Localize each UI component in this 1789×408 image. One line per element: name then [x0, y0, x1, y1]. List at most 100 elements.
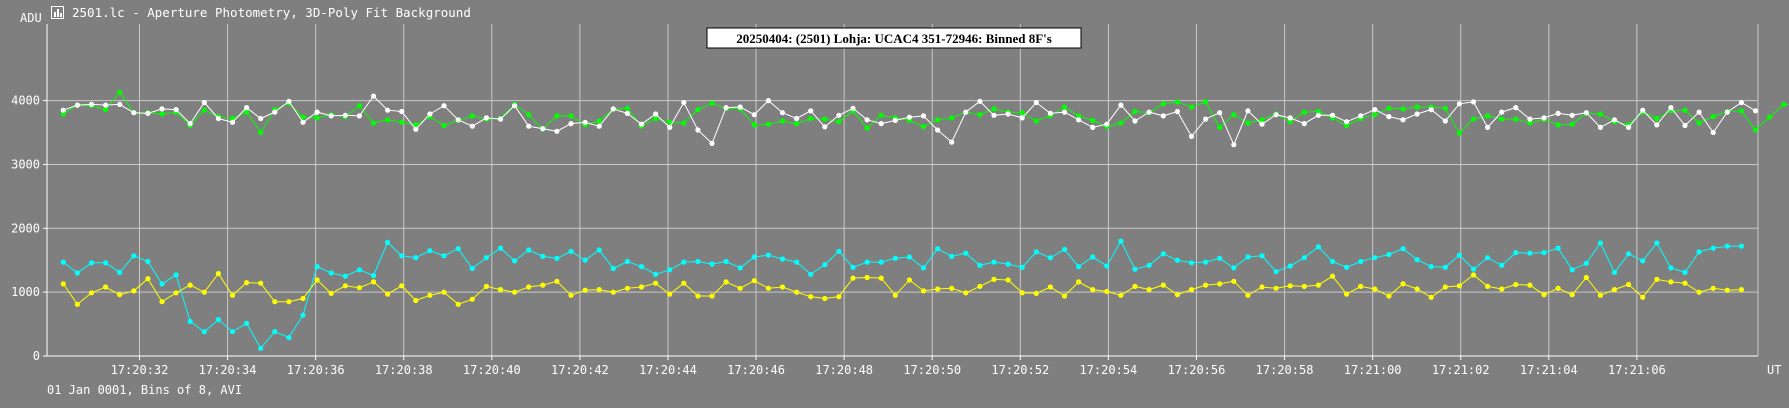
data-point — [74, 102, 80, 108]
data-point — [370, 120, 377, 126]
data-point — [1132, 108, 1138, 115]
data-point — [1061, 104, 1068, 110]
data-point — [794, 121, 800, 127]
data-point — [808, 271, 814, 277]
data-point — [1597, 292, 1603, 298]
data-point — [497, 245, 504, 251]
data-point — [624, 258, 631, 265]
data-point — [554, 255, 560, 261]
data-point — [836, 112, 842, 118]
data-point — [1668, 105, 1674, 111]
data-point — [751, 278, 757, 284]
data-point — [286, 299, 292, 305]
data-point — [272, 329, 278, 335]
data-point — [272, 109, 278, 115]
data-point — [1358, 258, 1364, 265]
data-point — [1231, 265, 1237, 271]
data-point — [935, 246, 941, 252]
x-tick-label: 17:20:46 — [727, 363, 785, 377]
data-point — [1344, 122, 1350, 129]
data-point — [878, 121, 884, 127]
data-point — [822, 295, 828, 302]
data-point — [1583, 274, 1589, 281]
data-point — [554, 278, 560, 284]
data-point — [1146, 109, 1152, 115]
window-title: 2501.lc - Aperture Photometry, 3D-Poly F… — [72, 4, 471, 20]
data-point — [653, 115, 659, 122]
data-point — [1019, 290, 1025, 296]
data-point — [1738, 287, 1744, 293]
data-point — [1090, 254, 1096, 260]
data-point — [1597, 240, 1603, 246]
data-point — [1428, 107, 1434, 113]
data-point — [117, 89, 123, 95]
data-point — [1132, 283, 1138, 289]
data-point — [667, 124, 673, 130]
data-point — [1527, 116, 1533, 122]
data-point — [145, 110, 151, 116]
data-point — [1724, 287, 1730, 293]
data-point — [949, 285, 955, 291]
data-point — [1188, 133, 1195, 139]
data-point — [991, 106, 997, 112]
data-point — [511, 289, 518, 295]
data-point — [1499, 262, 1505, 268]
data-point — [1245, 108, 1251, 114]
data-point — [1287, 119, 1293, 125]
series-4 — [60, 271, 1744, 307]
y-tick-label: 0 — [33, 349, 40, 363]
data-point — [596, 287, 602, 293]
data-point — [709, 140, 715, 146]
data-point — [568, 292, 574, 298]
data-point — [1231, 112, 1237, 118]
data-point — [1386, 105, 1392, 111]
data-point — [596, 118, 602, 124]
data-point — [1541, 250, 1547, 256]
data-point — [1527, 282, 1533, 288]
data-point — [145, 258, 151, 265]
data-point — [244, 320, 250, 326]
data-point — [695, 258, 701, 265]
data-point — [201, 329, 207, 335]
data-point — [1597, 124, 1603, 130]
data-point — [1682, 280, 1688, 286]
data-point — [906, 114, 913, 120]
data-point — [906, 254, 913, 260]
data-point — [1738, 108, 1744, 114]
data-point — [1301, 255, 1307, 261]
data-point — [1231, 278, 1237, 284]
data-point — [991, 276, 997, 282]
data-point — [864, 274, 870, 281]
data-point — [1752, 108, 1759, 114]
data-point — [1203, 259, 1209, 265]
data-point — [399, 108, 405, 115]
data-point — [1569, 112, 1575, 118]
data-point — [300, 295, 306, 302]
data-point — [624, 110, 631, 116]
data-point — [1442, 284, 1448, 290]
data-point — [103, 107, 109, 113]
data-point — [1400, 117, 1406, 123]
data-point — [74, 301, 80, 307]
data-point — [328, 290, 334, 296]
data-point — [370, 273, 377, 279]
data-point — [920, 265, 927, 271]
data-point — [737, 285, 743, 291]
x-tick-label: 17:20:58 — [1256, 363, 1314, 377]
data-point — [1019, 264, 1025, 270]
data-point — [765, 285, 772, 291]
data-point — [1513, 105, 1519, 111]
data-point — [511, 258, 518, 264]
data-point — [681, 280, 687, 286]
data-point — [1019, 115, 1025, 121]
data-point — [187, 282, 193, 288]
data-point — [1245, 254, 1251, 260]
data-point — [1499, 116, 1505, 122]
data-point — [258, 129, 264, 136]
data-point — [1555, 122, 1561, 128]
y-tick-label: 1000 — [11, 285, 40, 299]
data-point — [356, 113, 362, 119]
data-point — [1146, 262, 1152, 268]
data-point — [1315, 282, 1321, 288]
